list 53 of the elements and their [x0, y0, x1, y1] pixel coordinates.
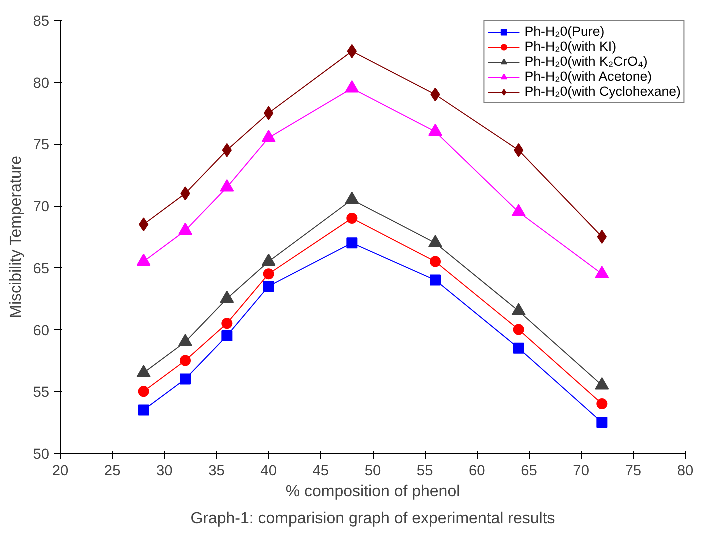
y-tick-label: 65	[33, 261, 50, 278]
point	[220, 180, 234, 192]
x-tick-label: 25	[104, 464, 121, 480]
y-tick-label: 70	[33, 200, 50, 216]
point	[596, 417, 608, 428]
point	[263, 280, 274, 292]
point	[345, 80, 360, 93]
point	[180, 374, 191, 385]
point	[346, 238, 358, 249]
point	[512, 204, 526, 217]
point	[596, 398, 608, 410]
x-tick-label: 75	[625, 464, 642, 480]
point	[428, 124, 442, 136]
legend-label: Ph-H₂0(Pure)	[524, 24, 605, 39]
x-tick-label: 60	[469, 464, 486, 480]
point	[180, 355, 191, 366]
point	[430, 256, 441, 268]
text: Graph-1: comparision graph of experimental results	[190, 510, 556, 528]
point	[178, 222, 192, 236]
point	[346, 212, 358, 224]
point	[222, 318, 233, 330]
legend-label: Ph-H₂0(with K₂CrO₄)	[524, 54, 648, 69]
x-tick-label: 30	[156, 464, 173, 480]
point	[263, 268, 274, 280]
x-axis-title: % composition of phenol	[286, 484, 460, 500]
y-tick-label: 60	[33, 323, 50, 340]
x-tick-label: 55	[416, 464, 434, 480]
point	[138, 404, 150, 416]
x-tick-label: 80	[677, 464, 694, 480]
point	[597, 230, 607, 244]
y-axis-title: Miscibility Temperature	[8, 156, 26, 318]
x-tick-label: 70	[573, 464, 590, 480]
point	[513, 342, 524, 354]
x-tick-label: 50	[364, 464, 382, 480]
point	[513, 324, 524, 336]
y-tick-label: 85	[33, 14, 50, 30]
x-tick-label: 45	[312, 464, 330, 480]
y-tick-label: 75	[33, 138, 50, 154]
x-tick-label: 65	[521, 464, 538, 480]
point	[262, 130, 276, 142]
legend-label: Ph-H₂0(with KI)	[524, 39, 617, 54]
x-tick-label: 40	[260, 464, 277, 480]
x-tick-label: 20	[52, 464, 69, 480]
point	[430, 274, 441, 286]
legend-label: Ph-H₂0(with Cyclohexane)	[524, 84, 681, 99]
point	[138, 386, 150, 398]
legend-label: Ph-H₂0(with Acetone)	[524, 69, 652, 84]
point	[222, 330, 233, 342]
x-tick-label: 35	[208, 464, 225, 480]
y-tick-label: 55	[33, 385, 50, 402]
point	[345, 192, 360, 204]
y-tick-label: 80	[33, 76, 50, 92]
y-tick-label: 50	[33, 447, 50, 463]
